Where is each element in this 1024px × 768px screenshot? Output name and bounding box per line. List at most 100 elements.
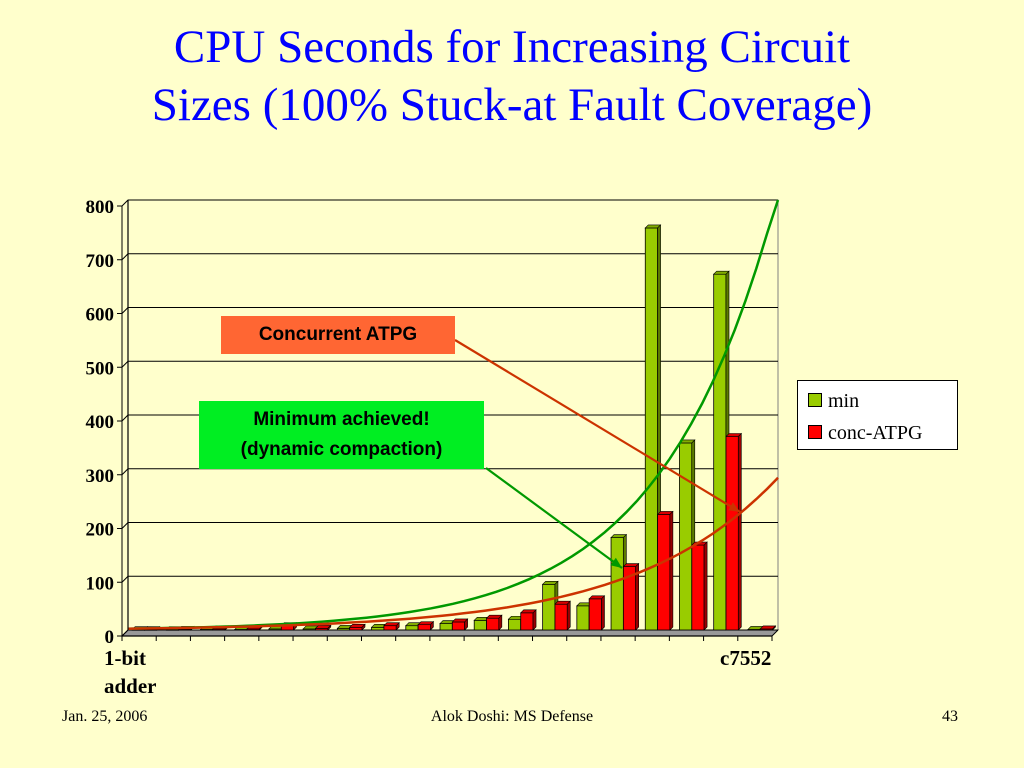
callout-minimum-achieved: Minimum achieved! (dynamic compaction) xyxy=(199,401,484,469)
chart-floor-plane xyxy=(120,629,780,637)
bar-side xyxy=(703,541,708,631)
bar-front xyxy=(405,625,419,631)
y-tick-label-800: 800 xyxy=(86,197,115,218)
legend-item-min: min xyxy=(808,389,859,413)
bar-front xyxy=(542,583,556,631)
arrow-head xyxy=(610,557,622,568)
gridline-depth-800 xyxy=(121,199,129,207)
bars xyxy=(131,224,777,631)
bar-conc-atpg-14 xyxy=(622,562,640,631)
gridline-depth-100 xyxy=(121,575,129,583)
y-tick-label-100: 100 xyxy=(86,573,115,594)
bar-side xyxy=(430,620,434,631)
bar-front xyxy=(486,617,500,631)
bar-side xyxy=(361,623,366,631)
bar-conc-atpg-9 xyxy=(451,618,469,631)
bar-conc-atpg-13 xyxy=(588,595,606,631)
bar-front xyxy=(657,514,671,631)
callout-minimum-line-2: (dynamic compaction) xyxy=(240,439,443,460)
gridline-depth-400 xyxy=(121,414,129,422)
gridline-depth-500 xyxy=(121,360,129,368)
callout-concurrent-atpg: Concurrent ATPG xyxy=(221,316,455,354)
gridline-depth-600 xyxy=(121,307,129,314)
slide-title: CPU Seconds for Increasing Circuit Sizes… xyxy=(0,18,1024,134)
footer-page-number: 43 xyxy=(942,708,958,725)
bar-side xyxy=(464,618,468,631)
bar-conc-atpg-17 xyxy=(725,432,743,631)
bar-front xyxy=(417,624,431,631)
footer-presenter: Alok Doshi: MS Defense xyxy=(430,708,594,725)
arrow-head xyxy=(728,502,740,512)
x-label-last: c7552 xyxy=(720,646,772,670)
arrow-minimum xyxy=(485,467,623,569)
trendlines xyxy=(127,199,780,630)
bar-front xyxy=(371,626,385,631)
y-tick-label-0: 0 xyxy=(105,627,115,648)
title-line-1: CPU Seconds for Increasing Circuit xyxy=(173,21,851,73)
bar-front xyxy=(554,603,568,631)
arrow-shaft xyxy=(485,467,623,569)
gridline-depth-0 xyxy=(121,629,129,637)
bar-conc-atpg-12 xyxy=(554,600,571,631)
x-label-first-line-1: 1-bit xyxy=(104,646,146,670)
bar-side xyxy=(772,625,776,631)
gridline-depth-700 xyxy=(121,253,129,261)
bar-conc-atpg-7 xyxy=(383,621,400,631)
bar-side xyxy=(566,600,571,631)
bar-front xyxy=(508,618,522,631)
x-label-first-line-2: adder xyxy=(104,674,157,698)
bar-conc-atpg-5 xyxy=(314,624,332,631)
bar-conc-atpg-10 xyxy=(485,614,503,631)
legend-label-min: min xyxy=(828,390,860,412)
bar-side xyxy=(635,562,639,631)
y-tick-label-300: 300 xyxy=(86,466,115,487)
bar-conc-atpg-6 xyxy=(348,623,366,631)
bar-side xyxy=(601,595,605,631)
chart-legend: min conc-ATPG xyxy=(797,380,958,450)
legend-swatch-min xyxy=(808,393,822,408)
bar-conc-atpg-16 xyxy=(691,541,708,631)
bar-conc-atpg-18 xyxy=(759,625,777,631)
title-line-2: Sizes (100% Stuck-at Fault Coverage) xyxy=(151,79,873,131)
callout-minimum-line-1: Minimum achieved! xyxy=(253,409,430,430)
y-tick-label-200: 200 xyxy=(86,520,115,541)
bar-front xyxy=(588,598,602,631)
legend-item-conc-atpg: conc-ATPG xyxy=(808,421,922,445)
bar-side xyxy=(327,624,332,631)
bar-side xyxy=(532,609,537,631)
legend-swatch-conc-atpg xyxy=(808,425,822,440)
bar-conc-atpg-11 xyxy=(520,609,537,631)
y-tick-label-600: 600 xyxy=(86,305,115,326)
bar-front xyxy=(439,623,453,631)
trendline-conc-atpg xyxy=(127,476,779,630)
bar-side xyxy=(395,621,400,631)
bar-front xyxy=(713,273,727,631)
bar-front xyxy=(451,621,466,631)
bar-side xyxy=(669,510,674,631)
bar-side xyxy=(498,614,503,631)
bar-conc-atpg-8 xyxy=(417,620,435,631)
y-tick-label-400: 400 xyxy=(86,412,115,433)
bar-conc-atpg-15 xyxy=(656,510,674,631)
gridline-depth-300 xyxy=(121,468,129,476)
x-label-first: 1-bit adder xyxy=(104,644,157,700)
bar-front xyxy=(349,626,363,631)
y-tick-label-700: 700 xyxy=(86,251,115,272)
bar-front xyxy=(383,625,397,631)
arrow-shaft xyxy=(454,339,741,513)
arrow-concurrent xyxy=(454,339,741,513)
axes: 0 100 200 300 400 500 600 700 800 xyxy=(86,197,773,648)
bar-front xyxy=(473,619,487,631)
bar-front xyxy=(520,612,534,631)
bar-front xyxy=(610,537,624,631)
gridline-depth-200 xyxy=(121,522,129,529)
y-tick-label-500: 500 xyxy=(86,358,115,379)
callout-arrows xyxy=(454,339,741,569)
bar-front xyxy=(725,436,739,631)
bar-side xyxy=(738,432,742,631)
chart-floor xyxy=(120,629,780,637)
bar-front xyxy=(576,605,590,631)
footer-date: Jan. 25, 2006 xyxy=(62,708,148,725)
callout-concurrent-text: Concurrent ATPG xyxy=(258,324,418,345)
bar-front xyxy=(691,544,705,631)
